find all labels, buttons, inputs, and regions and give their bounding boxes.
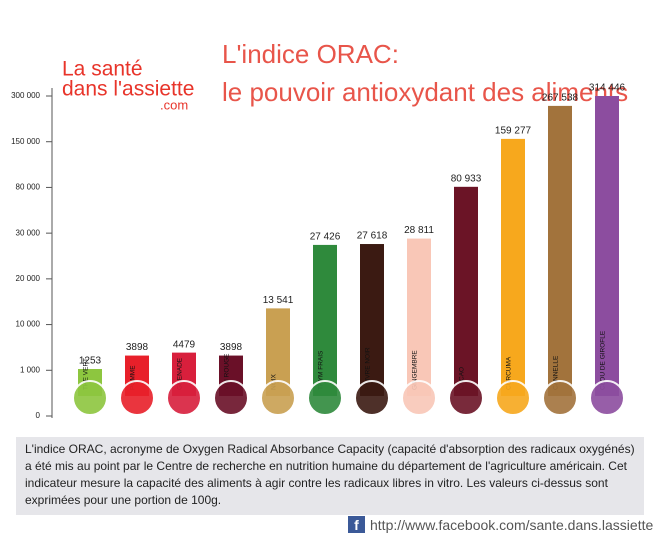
logo-line: dans l'assiette (62, 78, 194, 101)
food-image (495, 380, 531, 416)
food-image (166, 380, 202, 416)
chart: La santé dans l'assiette .com L'indice O… (11, 39, 628, 420)
facebook-icon: f (348, 516, 365, 533)
chart-title: L'indice ORAC: (222, 39, 399, 69)
food-image (354, 380, 390, 416)
y-tick-label: 30 000 (16, 228, 41, 237)
y-tick-label: 150 000 (11, 137, 40, 146)
bar (454, 186, 478, 396)
logo-line: .com (160, 97, 188, 112)
y-tick-label: 10 000 (16, 320, 41, 329)
y-tick-label: 80 000 (16, 183, 41, 192)
food-image (260, 380, 296, 416)
category-label: GRENADE (177, 357, 184, 390)
chart-subtitle: le pouvoir antioxydant des aliments (222, 77, 628, 107)
value-label: 1253 (79, 356, 102, 367)
food-image (307, 380, 343, 416)
food-image (448, 380, 484, 416)
category-label: THE VERT (83, 358, 90, 390)
food-image (589, 380, 625, 416)
logo-line: La santé (62, 58, 143, 81)
category-label: GINGEMBRE (412, 350, 419, 390)
y-tick-label: 300 000 (11, 91, 40, 100)
bar (501, 138, 525, 396)
value-label: 4479 (173, 339, 196, 350)
y-tick-label: 20 000 (16, 274, 41, 283)
value-label: 314 446 (589, 83, 626, 94)
y-tick-label: 0 (36, 411, 41, 420)
value-label: 28 811 (404, 225, 434, 236)
bar (548, 105, 572, 396)
category-label: POMME (130, 365, 137, 390)
category-label: VIN ROUGE (224, 353, 231, 390)
category-label: CLOU DE GIROFLE (600, 330, 607, 390)
value-label: 27 426 (310, 232, 341, 243)
bar (313, 244, 337, 396)
description: L'indice ORAC, acronyme de Oxygen Radica… (16, 437, 644, 515)
value-label: 3898 (126, 342, 149, 353)
value-label: 13 541 (263, 295, 294, 306)
category-label: THYM FRAIS (318, 350, 325, 390)
value-label: 267 538 (542, 93, 579, 104)
url: http://www.facebook.com/sante.dans.lassi… (370, 517, 654, 533)
category-label: CACAO (459, 367, 466, 390)
food-image (119, 380, 155, 416)
bar (407, 238, 431, 396)
category-label: CANNELLE (553, 355, 560, 390)
category-label: POIVRE NOIR (365, 347, 372, 390)
value-label: 159 277 (495, 126, 532, 137)
value-label: 80 933 (451, 173, 482, 184)
category-label: CURCUMA (506, 356, 513, 390)
bar (360, 244, 384, 396)
food-image (213, 380, 249, 416)
food-image (401, 380, 437, 416)
food-image (542, 380, 578, 416)
value-label: 27 618 (357, 231, 388, 242)
y-tick-label: 1 000 (20, 365, 41, 374)
value-label: 3898 (220, 342, 243, 353)
food-image (72, 380, 108, 416)
bar (595, 96, 619, 396)
